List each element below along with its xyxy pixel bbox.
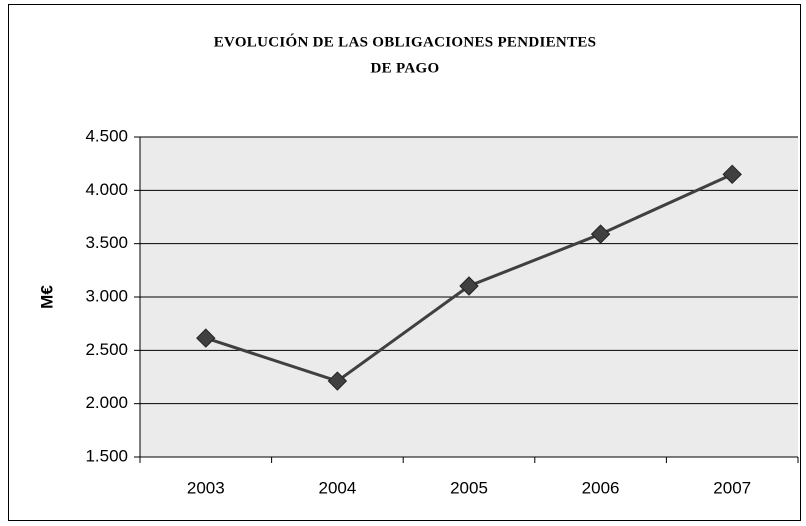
y-tick-label: 1.500	[85, 446, 128, 465]
data-point	[722, 164, 742, 185]
x-tick-label: 2006	[582, 478, 620, 497]
chart-title: DE PAGO	[371, 60, 440, 76]
data-point	[459, 276, 479, 296]
y-tick-label: 3.000	[85, 286, 128, 305]
y-tick-label: 4.000	[85, 180, 128, 199]
x-tick-label: 2003	[187, 478, 225, 497]
x-tick-label: 2005	[450, 478, 488, 497]
x-tick-label: 2007	[713, 478, 751, 497]
y-tick-label: 2.500	[85, 340, 128, 359]
y-axis-label: M€	[37, 285, 56, 309]
x-tick-label: 2004	[318, 478, 356, 497]
data-point	[327, 371, 348, 391]
y-tick-label: 4.500	[85, 126, 128, 145]
chart-title: EVOLUCIÓN DE LAS OBLIGACIONES PENDIENTES	[214, 33, 597, 50]
y-tick-label: 2.000	[85, 393, 128, 412]
y-tick-label: 3.500	[85, 233, 128, 252]
data-point	[196, 328, 216, 348]
data-point	[590, 224, 611, 244]
